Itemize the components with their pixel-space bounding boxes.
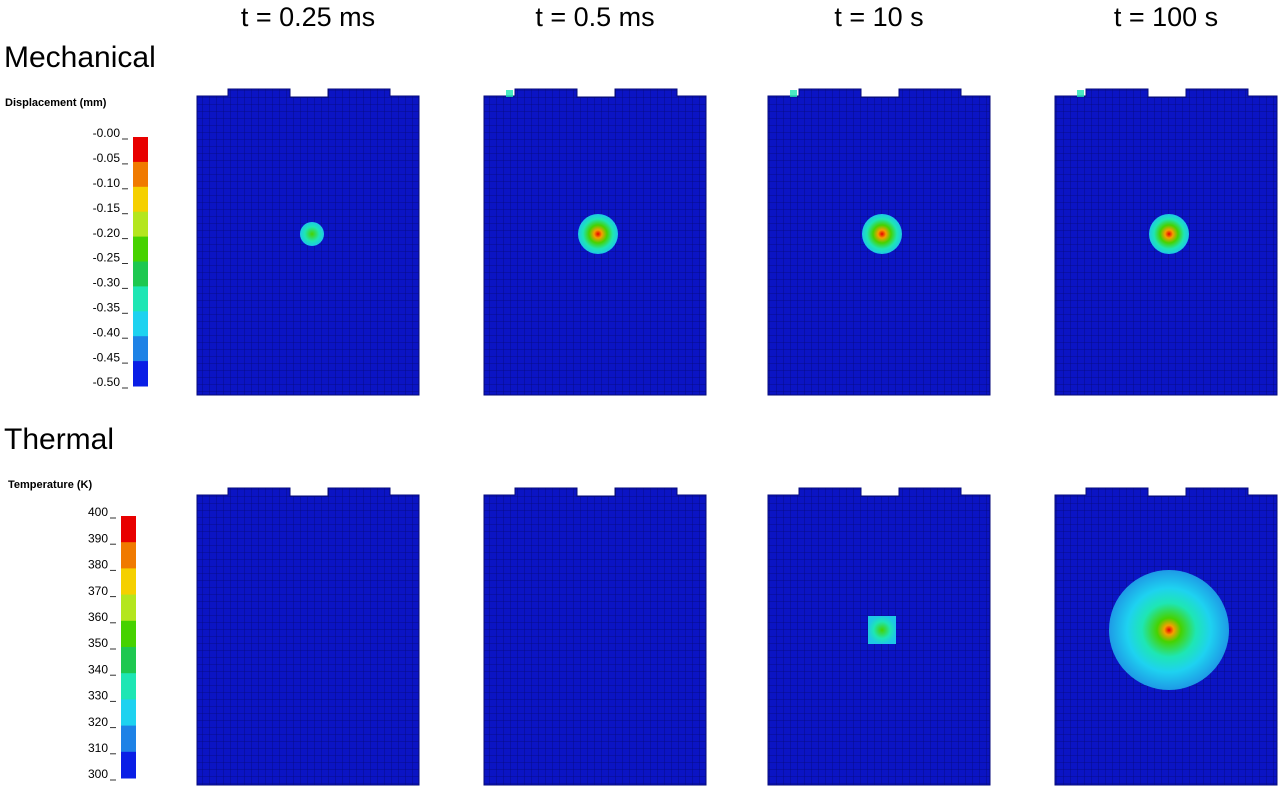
colorbar-segment [133,161,148,188]
hot-spot [862,214,902,254]
colorbar-segment [133,211,148,238]
colorbar-segment [121,594,136,622]
colorbar-tick-label: 350 [88,636,108,650]
row-label: Thermal [4,423,114,456]
colorbar-tick-label: 380 [88,558,108,572]
colorbar-segment [121,673,136,700]
colorbar-tick-label: 310 [88,741,108,755]
hot-spot [1149,214,1189,254]
colorbar-segment [133,336,148,362]
colorbar-segment [133,311,148,337]
colorbar-tick-label: 400 [88,505,108,519]
colorbar-tick-label: -0.00 [93,126,121,140]
colorbar-segment [133,137,148,163]
colorbar-tick-label: 320 [88,715,108,729]
colorbar-tick-label: -0.30 [93,276,121,290]
contact-spot [506,90,513,97]
colorbar-tick-label: 370 [88,584,108,598]
column-title: t = 10 s [834,2,923,32]
hot-spot [868,616,896,644]
colorbar-title: Temperature (K) [8,479,92,491]
colorbar-tick-label: -0.25 [93,251,121,265]
colorbar-tick-label: -0.20 [93,226,121,240]
colorbar-title: Displacement (mm) [5,97,107,109]
colorbar-tick-label: 300 [88,767,108,781]
row-label: Mechanical [4,41,156,74]
colorbar-segment [121,751,136,779]
colorbar-tick-label: -0.35 [93,300,121,314]
hot-spot [300,222,324,246]
colorbar-segment [121,516,136,543]
mesh-panel [196,487,420,786]
contact-spot [1077,90,1084,97]
column-title: t = 100 s [1114,2,1218,32]
colorbar-segment [133,261,148,287]
colorbar-segment [133,236,148,262]
colorbar-segment [133,286,148,312]
colorbar-tick-label: 330 [88,689,108,703]
colorbar-segment [121,620,136,648]
colorbar-tick-label: -0.45 [93,350,121,364]
colorbar-segment [133,361,148,387]
colorbar-tick-label: -0.10 [93,176,121,190]
hot-spot [1109,570,1229,690]
colorbar-segment [121,647,136,674]
colorbar-tick-label: 340 [88,662,108,676]
colorbar-segment [121,568,136,596]
colorbar-tick-label: -0.15 [93,201,121,215]
colorbar-tick-label: -0.05 [93,151,121,165]
colorbar-tick-label: 390 [88,531,108,545]
colorbar-tick-label: -0.50 [93,375,121,389]
colorbar-segment [121,699,136,727]
colorbar-tick-label: -0.40 [93,325,121,339]
column-title: t = 0.5 ms [535,2,654,32]
colorbar-segment [121,542,136,569]
colorbar-segment [133,186,148,213]
hot-spot [578,214,618,254]
colorbar-segment [121,725,136,753]
colorbar-tick-label: 360 [88,610,108,624]
contact-spot [790,90,797,97]
column-title: t = 0.25 ms [241,2,375,32]
mesh-panel [483,487,707,786]
